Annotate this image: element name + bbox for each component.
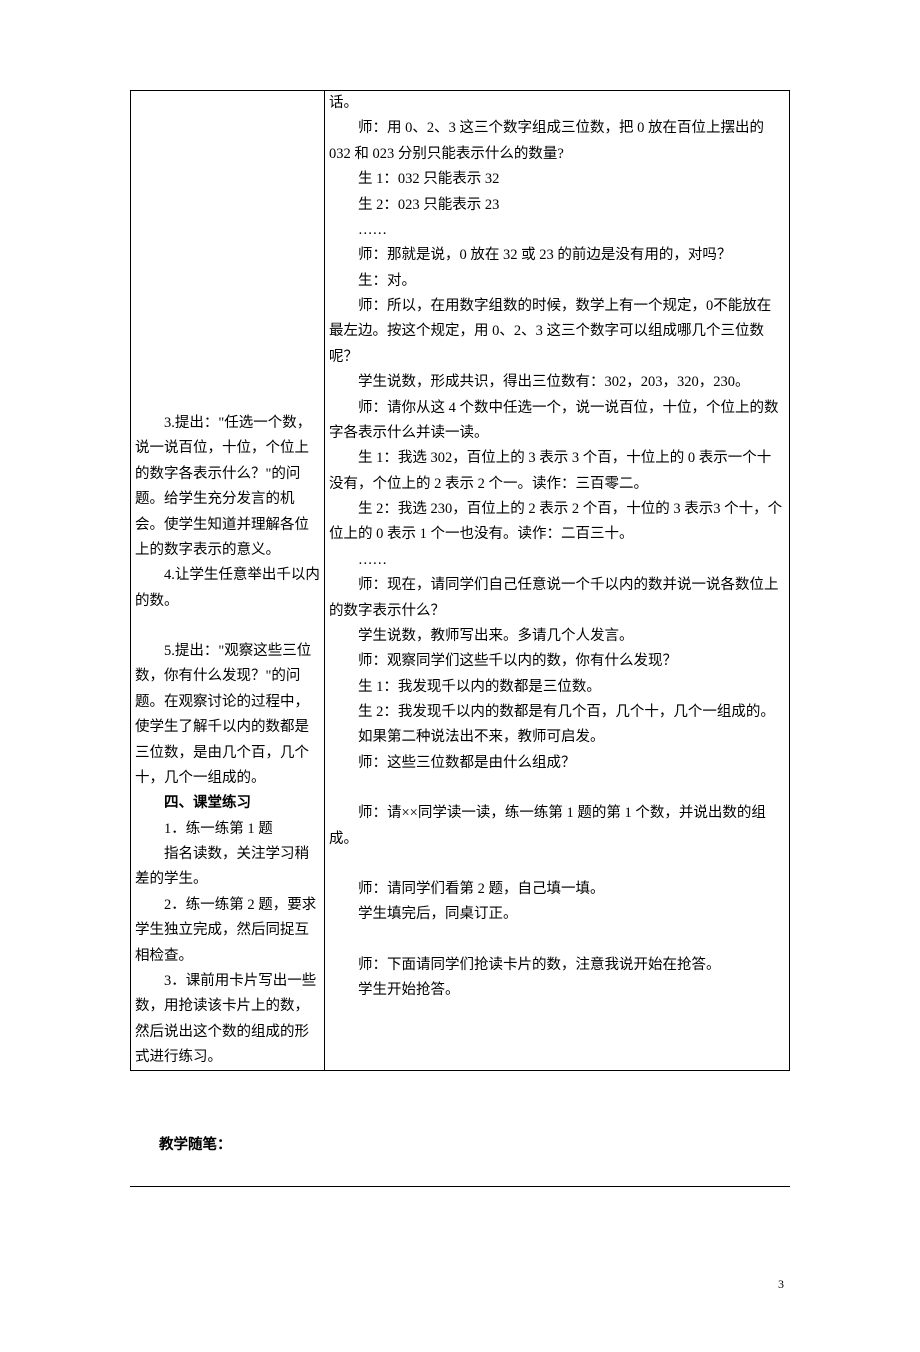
r-l12: ……: [329, 548, 785, 573]
left-p3: 3.提出："任选一个数，说一说百位，十位，个位上的数字各表示什么？"的问题。给学…: [135, 411, 320, 563]
page-number: 3: [130, 1277, 790, 1292]
r-l23: 师：下面请同学们抢读卡片的数，注意我说开始在抢答。: [329, 953, 785, 978]
left-ex2: 2．练一练第 2 题，要求学生独立完成，然后同捉互相检查。: [135, 893, 320, 969]
left-ex1: 1．练一练第 1 题: [135, 817, 320, 842]
left-p5: 5.提出："观察这些三位数，你有什么发现？"的问题。在观察讨论的过程中，使学生了…: [135, 639, 320, 791]
left-ex3: 3．课前用卡片写出一些数，用抢读该卡片上的数，然后说出这个数的组成的形式进行练习…: [135, 969, 320, 1071]
r-l14: 学生说数，教师写出来。多请几个人发言。: [329, 624, 785, 649]
lesson-table: 3.提出："任选一个数，说一说百位，十位，个位上的数字各表示什么？"的问题。给学…: [130, 90, 790, 1071]
page: 3.提出："任选一个数，说一说百位，十位，个位上的数字各表示什么？"的问题。给学…: [0, 0, 920, 1352]
left-ex1b: 指名读数，关注学习稍差的学生。: [135, 842, 320, 893]
r-l15: 师：观察同学们这些千以内的数，你有什么发现？: [329, 649, 785, 674]
r-l0: 话。: [329, 91, 785, 116]
r-l3: 生 2：023 只能表示 23: [329, 193, 785, 218]
r-l16: 生 1：我发现千以内的数都是三位数。: [329, 675, 785, 700]
r-l6: 生：对。: [329, 269, 785, 294]
r-l10: 生 1：我选 302，百位上的 3 表示 3 个百，十位上的 0 表示一个十没有…: [329, 446, 785, 497]
r-l9: 师：请你从这 4 个数中任选一个，说一说百位，十位，个位上的数字各表示什么并读一…: [329, 396, 785, 447]
r-l22: 学生填完后，同桌订正。: [329, 902, 785, 927]
r-l19: 师：这些三位数都是由什么组成？: [329, 751, 785, 776]
r-l24: 学生开始抢答。: [329, 978, 785, 1003]
left-h4: 四、课堂练习: [135, 791, 320, 816]
footnote: 教学随笔：: [130, 1131, 790, 1187]
r-l13: 师：现在，请同学们自己任意说一个千以内的数并说一说各数位上的数字表示什么？: [329, 573, 785, 624]
r-l17: 生 2：我发现千以内的数都是有几个百，几个十，几个一组成的。: [329, 700, 785, 725]
right-column: 话。 师：用 0、2、3 这三个数字组成三位数，把 0 放在百位上摆出的 032…: [325, 91, 790, 1071]
r-l8: 学生说数，形成共识，得出三位数有：302，203，320，230。: [329, 370, 785, 395]
left-column: 3.提出："任选一个数，说一说百位，十位，个位上的数字各表示什么？"的问题。给学…: [131, 91, 325, 1071]
r-l5: 师：那就是说，0 放在 32 或 23 的前边是没有用的，对吗？: [329, 243, 785, 268]
r-l18: 如果第二种说法出不来，教师可启发。: [329, 725, 785, 750]
r-l21: 师：请同学们看第 2 题，自己填一填。: [329, 877, 785, 902]
footnote-line: [130, 1166, 790, 1187]
r-l2: 生 1：032 只能表示 32: [329, 167, 785, 192]
r-l11: 生 2：我选 230，百位上的 2 表示 2 个百，十位的 3 表示3 个十，个…: [329, 497, 785, 548]
r-l20: 师：请××同学读一读，练一练第 1 题的第 1 个数，并说出数的组成。: [329, 801, 785, 852]
left-p4: 4.让学生任意举出千以内的数。: [135, 563, 320, 614]
r-l4: ……: [329, 218, 785, 243]
r-l1: 师：用 0、2、3 这三个数字组成三位数，把 0 放在百位上摆出的 032 和 …: [329, 116, 785, 167]
r-l7: 师：所以，在用数字组数的时候，数学上有一个规定，0不能放在最左边。按这个规定，用…: [329, 294, 785, 370]
footnote-label: 教学随笔：: [130, 1131, 790, 1160]
